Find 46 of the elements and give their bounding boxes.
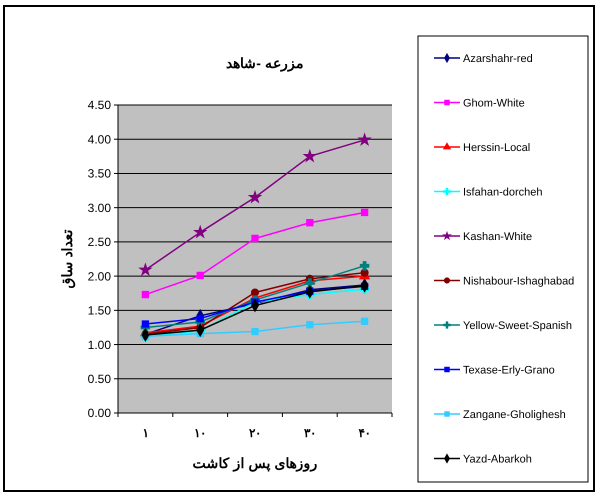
point [358,133,371,146]
x-tick-label: ۱ [142,426,148,440]
point [360,261,370,271]
point [251,328,259,336]
legend-label: Texase-Erly-Grano [463,364,555,376]
y-tick-label: 0.00 [88,406,112,420]
point [360,208,368,216]
legend-label: Herssin-Local [463,142,530,154]
legend-label: Isfahan-dorcheh [463,186,542,198]
point [306,219,314,226]
y-tick-label: 1.00 [88,338,112,352]
chart-title: مزرعه -شاهد [226,55,304,72]
legend-label: Zangane-Gholighesh [463,408,566,421]
x-tick-label: ۱۰ [194,426,206,440]
x-tick-label: ۴۰ [358,426,371,440]
point [139,263,152,276]
point [248,190,262,203]
y-tick-label: 4.00 [88,132,112,146]
point [304,150,316,162]
legend-label: Nishabour-Ishaghabad [463,275,574,288]
point [142,320,150,328]
y-axis-title: تعداد ساق [59,230,76,288]
legend-label: Ghom-White [463,97,525,110]
point [251,234,259,242]
x-tick-label: ۳۰ [304,426,316,440]
legend-label: Yazd-Abarkoh [463,453,532,466]
y-tick-label: 2.50 [88,235,112,250]
y-tick-label: 4.50 [88,98,112,112]
x-axis-title: روزهای پس از کاشت [192,455,318,472]
point [305,278,315,288]
point [142,290,150,298]
y-tick-label: 3.50 [88,166,112,181]
point [196,314,204,322]
point [306,321,314,328]
legend-label: Kashan-White [463,230,532,243]
y-tick-label: 3.00 [88,200,112,215]
y-tick-label: 0.50 [88,372,112,386]
point [250,288,260,297]
legend-label: Yellow-Sweet-Spanish [463,320,572,332]
point [196,272,204,280]
y-tick-label: 1.50 [88,304,112,318]
point [194,226,206,238]
x-tick-label: ۲۰ [249,426,261,440]
point [360,318,368,325]
y-tick-label: 2.00 [88,269,112,284]
legend-label: Azarshahr-red [463,52,533,65]
